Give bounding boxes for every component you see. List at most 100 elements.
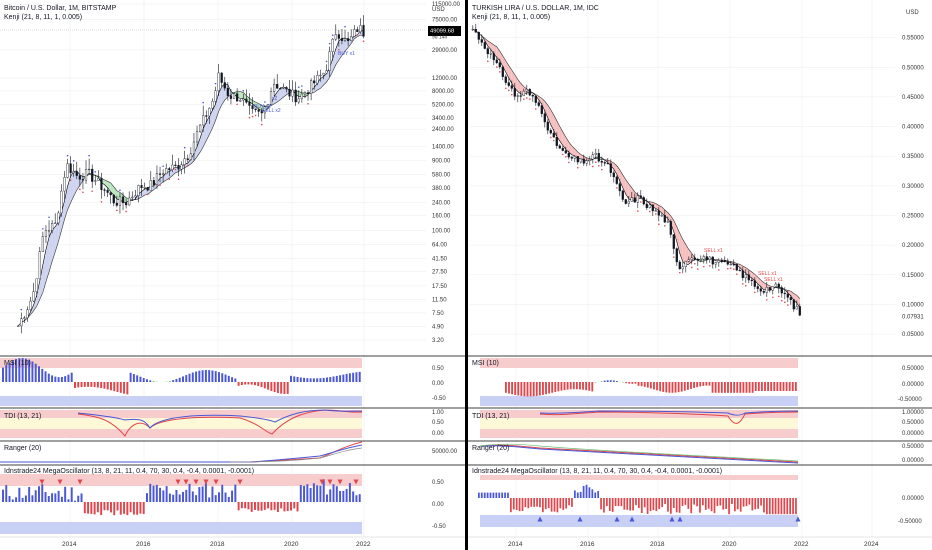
signal-dot [562,153,564,156]
signal-dot [745,284,747,287]
kenji-cloud-segment [107,181,111,192]
candle-body [789,297,792,300]
oscillator-bar [80,382,83,388]
candle-body [579,158,582,163]
signal-dot [251,115,254,118]
oscillator-bar [142,502,145,515]
candle-body [708,256,711,260]
oscillator-bar [529,382,532,397]
candle-body [310,80,313,95]
kenji-cloud-segment [610,161,614,170]
oscillator-bar [165,486,168,502]
oscillator-bar [41,484,44,502]
oscillator-bar [530,498,533,507]
signal-dot [91,190,93,192]
oscillator-bar [18,358,21,382]
oscillator-bar [603,498,605,513]
oscillator-bar [585,382,588,391]
candle-body [570,156,573,159]
right-msi-oversold [480,396,798,406]
oscillator-bar [74,382,76,388]
oscillator-bar [655,498,658,512]
oscillator-bar [722,498,725,510]
candle-body [750,279,753,282]
oscillator-bar [119,382,122,393]
right-price-axis[interactable]: USD 0.55000 0.50000 0.45000 0.40000 0.35000 0.… [902,10,924,338]
candle-body [251,105,254,109]
oscillator-bar [276,382,279,394]
oscillator-bar [162,490,165,502]
oscillator-bar [87,382,90,387]
candle-body [786,293,789,298]
oscillator-bar [745,382,748,393]
oscillator-bar [90,502,93,514]
oscillator-bar [702,498,704,506]
candle-body [32,291,35,302]
signal-dot [48,216,50,219]
left-msi-tick-0: 0.50 [432,366,444,372]
candle-body [498,62,501,68]
oscillator-bar [532,382,535,397]
sell-triangle [175,479,181,485]
right-x-tick-4: 2022 [794,541,809,548]
signal-dot [301,85,303,87]
kenji-cloud-segment [203,122,207,147]
chart-divider[interactable] [465,0,468,550]
oscillator-bar [21,497,24,502]
kenji-cloud-segment [73,170,77,197]
left-price-tick: 3.20 [432,338,444,344]
right-price-tick: 0.07931 [902,315,924,321]
sell-triangle [327,479,333,485]
oscillator-bar [83,382,86,387]
oscillator-bar [185,375,188,382]
oscillator-bar [687,498,690,509]
oscillator-bar [523,382,526,397]
candle-body [134,195,137,198]
signal-dot [511,93,513,96]
candle-body [180,164,183,170]
oscillator-bar [352,372,355,382]
oscillator-bar [254,382,256,386]
oscillator-bar [5,365,8,382]
left-time-axis[interactable]: 2014 2016 2018 2020 2022 [0,536,465,548]
oscillator-bar [658,498,661,510]
oscillator-bar [708,382,711,386]
kenji-cloud-segment [243,92,247,101]
right-x-tick-2: 2018 [650,541,665,548]
oscillator-bar [195,495,198,502]
oscillator-bar [565,498,568,509]
candle-body [561,148,564,151]
right-x-tick-3: 2020 [722,541,737,548]
left-mega-tick-2: -0.50 [432,524,446,530]
candle-body [597,153,600,162]
signal-dot [487,60,489,63]
candle-body [522,90,525,96]
kenji-cloud-segment [787,290,791,297]
oscillator-bar [653,382,655,390]
oscillator-bar [348,373,351,382]
oscillator-bar [312,483,315,502]
kenji-cloud-segment [514,74,518,92]
oscillator-bar [198,370,201,382]
signal-dot [20,308,23,311]
candle-body [792,299,795,310]
candle-body [177,164,180,170]
candle-body [174,164,177,167]
candle-body [585,160,588,164]
oscillator-bar [780,498,783,515]
right-time-axis[interactable]: 2014 2016 2018 2020 2022 2024 [468,536,932,548]
oscillator-bar [132,502,135,515]
signal-dot [778,295,780,298]
left-annotation-3: BUY x1 [338,51,355,57]
oscillator-bar [335,486,338,502]
oscillator-bar [352,491,355,502]
oscillator-bar [293,376,296,382]
oscillator-bar [754,498,757,510]
candle-body [319,74,322,77]
oscillator-bar [606,380,609,382]
oscillator-bar [290,375,292,382]
candle-body [313,80,316,84]
candle-body [780,287,783,294]
